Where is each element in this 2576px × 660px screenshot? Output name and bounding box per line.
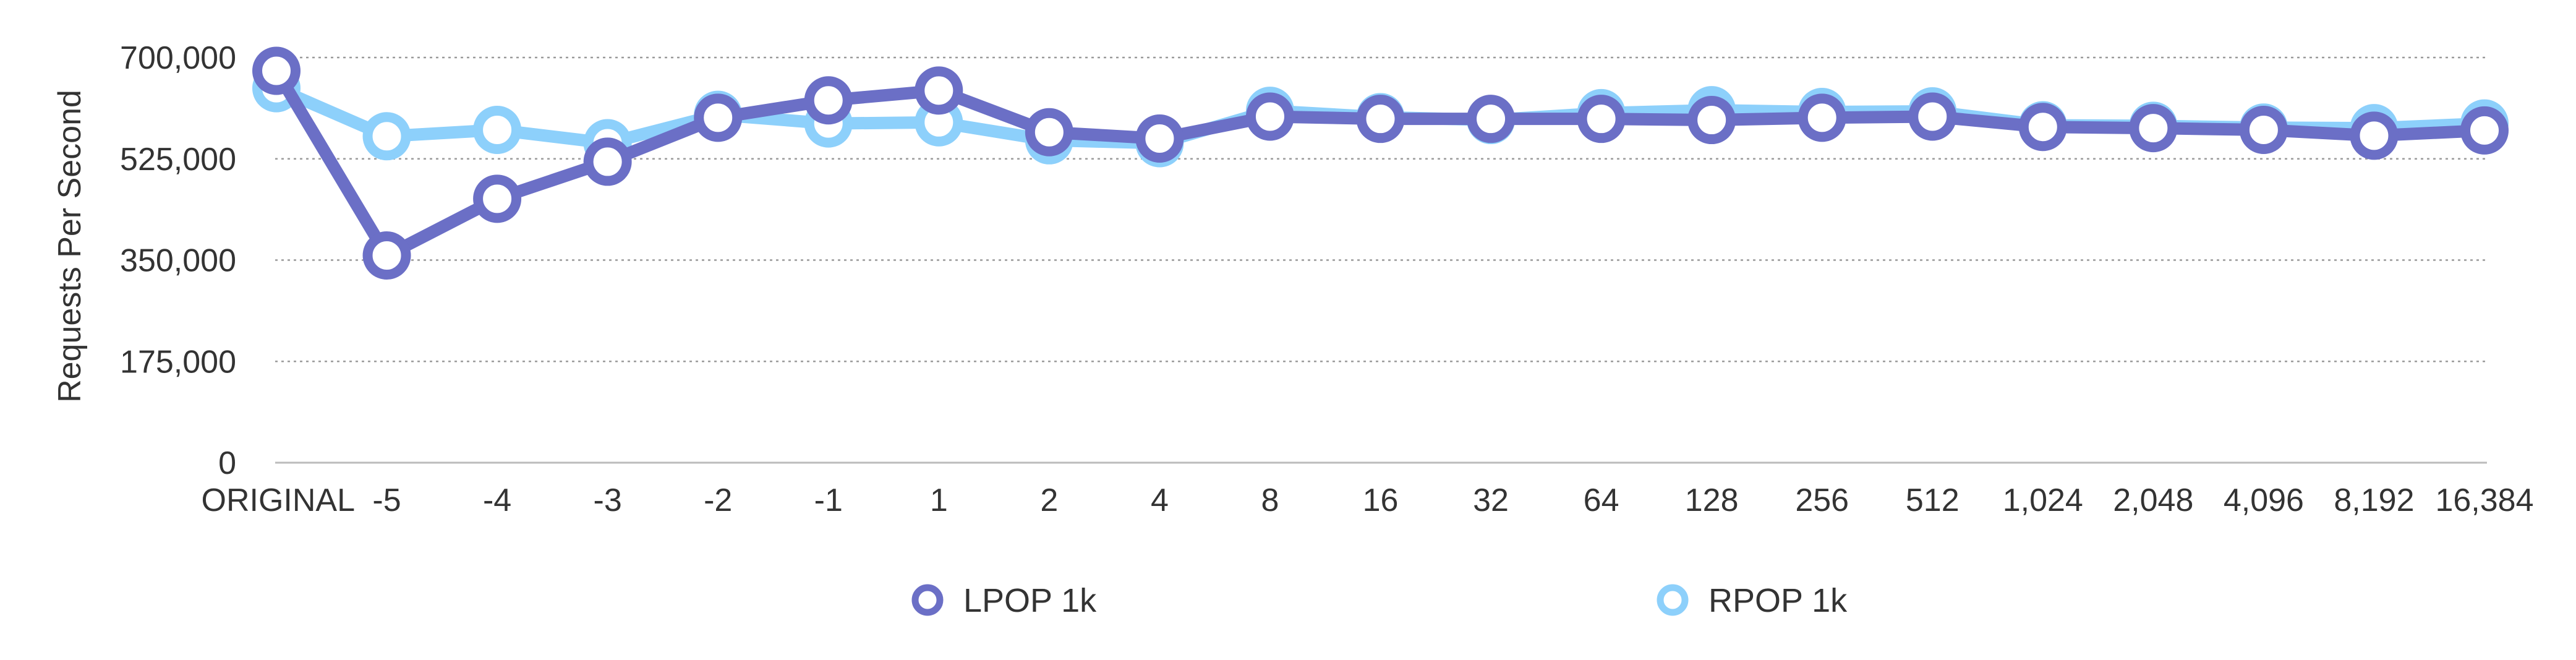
x-tick-label: 16,384 [2435, 482, 2533, 518]
legend-label: LPOP 1k [963, 582, 1097, 619]
x-tick-label: -3 [594, 482, 622, 518]
x-tick-label: 16 [1363, 482, 1399, 518]
series-layer [252, 46, 2509, 280]
x-tick-label: 8,192 [2334, 482, 2414, 518]
x-tick-label: 1,024 [2003, 482, 2083, 518]
x-tick-label: -2 [704, 482, 732, 518]
series-lpop-1k [252, 46, 2509, 280]
legend[interactable]: LPOP 1k RPOP 1k [911, 582, 1848, 619]
legend-item-rpop-1k[interactable]: RPOP 1k [1657, 582, 1848, 619]
data-point[interactable] [1687, 96, 1736, 145]
x-tick-label: 1 [930, 482, 948, 518]
y-tick-label: 0 [218, 445, 236, 481]
data-point[interactable] [2129, 104, 2178, 153]
data-point[interactable] [2239, 105, 2288, 154]
data-point[interactable] [583, 137, 632, 186]
data-point[interactable] [1025, 108, 1073, 156]
x-tick-label: 2 [1040, 482, 1058, 518]
x-tick-label: 4 [1151, 482, 1169, 518]
y-tick-label: 700,000 [120, 40, 236, 76]
y-axis-ticks: 0 175,000 350,000 525,000 700,000 [120, 40, 236, 481]
legend-marker-icon [911, 584, 944, 616]
data-point[interactable] [694, 93, 743, 142]
x-tick-label: -5 [372, 482, 401, 518]
x-axis-ticks: ORIGINAL -5 -4 -3 -2 -1 1 2 4 8 16 32 64 128 256 512 1,0… [202, 482, 2534, 518]
x-tick-label: 64 [1584, 482, 1619, 518]
y-tick-label: 525,000 [120, 142, 236, 178]
y-axis-title: Requests Per Second [52, 90, 88, 403]
data-point[interactable] [362, 231, 411, 280]
gridlines [275, 56, 2487, 464]
legend-marker-icon [1657, 584, 1689, 616]
data-point[interactable] [1135, 114, 1184, 163]
data-point[interactable] [2350, 111, 2399, 160]
data-point[interactable] [2460, 106, 2509, 155]
x-tick-label: -4 [483, 482, 511, 518]
data-point[interactable] [473, 105, 522, 154]
data-point[interactable] [1245, 92, 1294, 141]
legend-item-lpop-1k[interactable]: LPOP 1k [911, 582, 1097, 619]
data-point[interactable] [1356, 95, 1405, 144]
data-point[interactable] [1467, 95, 1516, 144]
data-point[interactable] [804, 76, 853, 125]
x-tick-label: 8 [1261, 482, 1279, 518]
x-tick-label: 512 [1906, 482, 1960, 518]
x-tick-label: ORIGINAL [202, 482, 356, 518]
data-point[interactable] [362, 112, 411, 161]
x-tick-label: 32 [1473, 482, 1509, 518]
x-tick-label: 128 [1685, 482, 1739, 518]
y-tick-label: 350,000 [120, 243, 236, 279]
x-tick-label: 4,096 [2224, 482, 2304, 518]
data-point[interactable] [2018, 103, 2067, 152]
y-tick-label: 175,000 [120, 344, 236, 380]
x-tick-label: 256 [1795, 482, 1849, 518]
data-point[interactable] [473, 174, 522, 223]
data-point[interactable] [1577, 95, 1626, 144]
legend-label: RPOP 1k [1708, 582, 1848, 619]
data-point[interactable] [1798, 93, 1846, 142]
x-tick-label: -1 [814, 482, 843, 518]
data-point[interactable] [252, 46, 301, 95]
x-tick-label: 2,048 [2113, 482, 2193, 518]
data-point[interactable] [915, 66, 963, 115]
data-point[interactable] [1908, 92, 1957, 141]
